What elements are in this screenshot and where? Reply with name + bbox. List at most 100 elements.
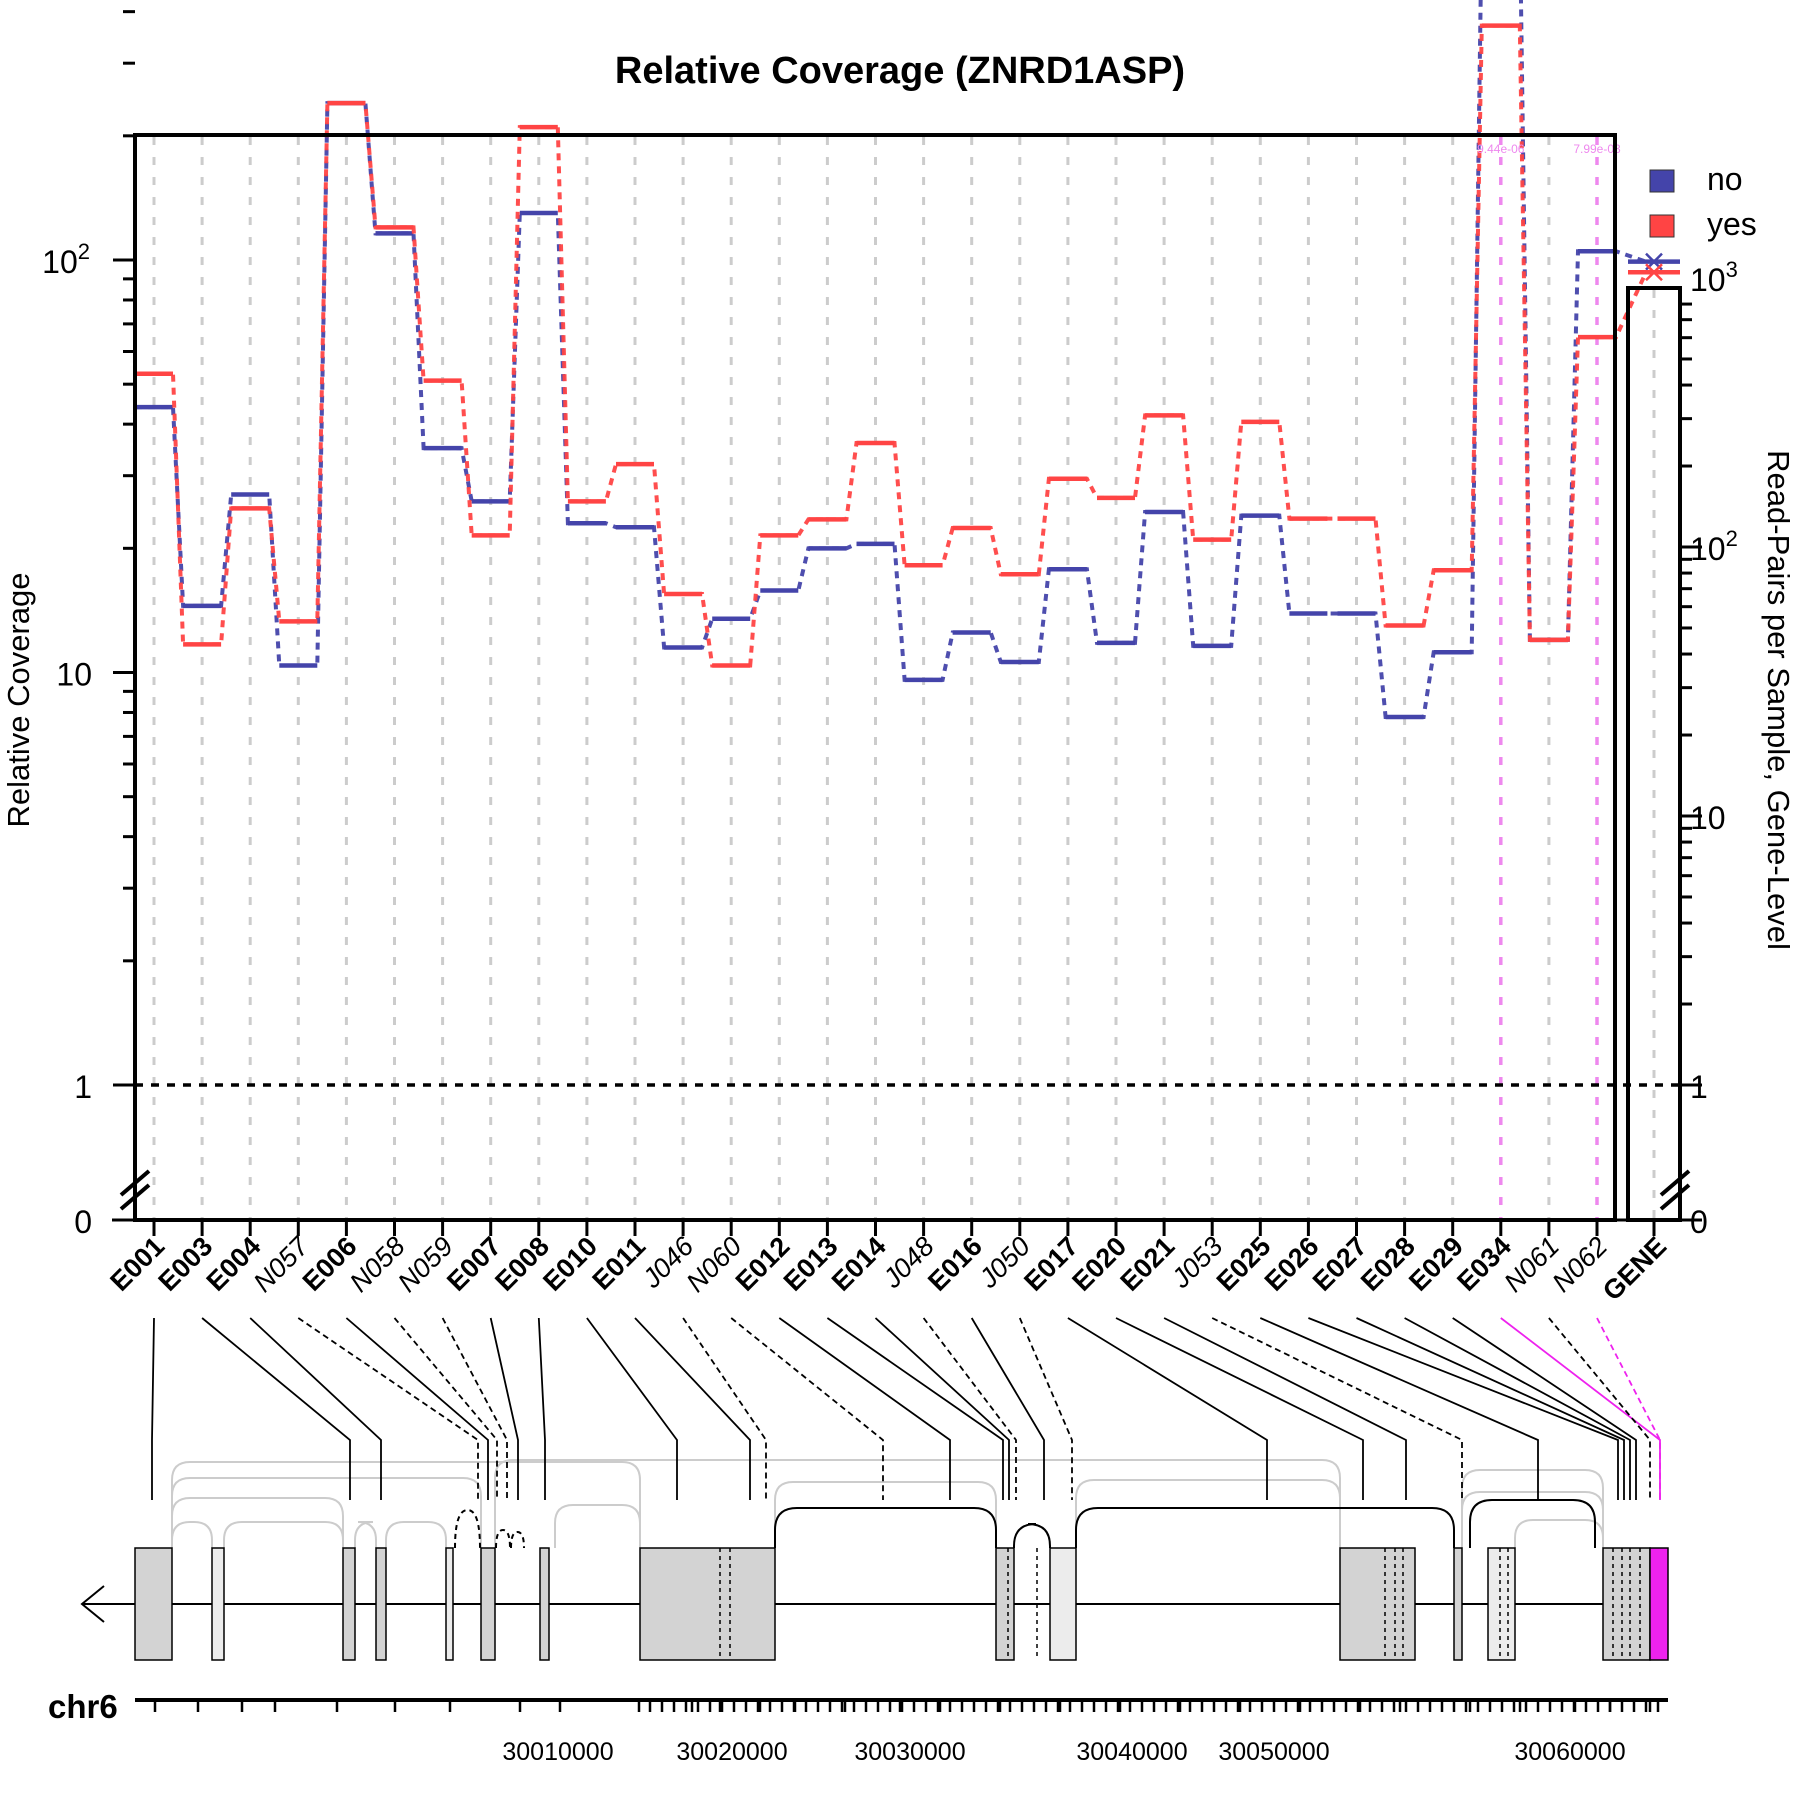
feature-label-n061: N061 — [1498, 1231, 1565, 1298]
series-lines: 9.44e-06 7.99e-03 — [135, 0, 1680, 720]
novel-arc — [454, 1508, 481, 1549]
y2-tick-label: 102 — [1690, 526, 1738, 567]
connector-e012 — [778, 1317, 951, 1500]
feature-labels: E001E003E004N057E006N058N059E007E008E010… — [104, 1218, 1680, 1306]
connector-e025 — [1259, 1317, 1539, 1500]
legend-swatch-yes — [1649, 214, 1675, 238]
feature-label-e004: E004 — [201, 1231, 267, 1297]
splice-arc — [385, 1521, 447, 1548]
chart-title: Relative Coverage (ZNRD1ASP) — [615, 50, 1185, 92]
gene-model: 30010000 30020000 30030000 30040000 30050000… — [48, 1317, 1669, 1766]
feature-label-e006: E006 — [297, 1231, 363, 1297]
axis-break — [1659, 1169, 1691, 1197]
feature-label-e017: E017 — [1018, 1231, 1084, 1297]
series-no — [135, 0, 1680, 720]
connector-e017 — [1067, 1317, 1268, 1500]
feature-label-e003: E003 — [153, 1231, 219, 1297]
exon-block — [375, 1547, 387, 1661]
feature-label-n059: N059 — [392, 1231, 459, 1298]
feature-label-e011: E011 — [586, 1231, 651, 1296]
feature-label-e007: E007 — [441, 1231, 507, 1297]
connector-n057 — [297, 1317, 479, 1500]
feature-label-e020: E020 — [1066, 1231, 1132, 1297]
series-yes — [135, 23, 1680, 668]
legend-swatch-no — [1649, 169, 1675, 193]
feature-label-gene: GENE — [1597, 1231, 1672, 1306]
y-tick-label: 0 — [74, 1204, 92, 1240]
series-line-yes — [135, 23, 1662, 668]
connector-e013 — [826, 1317, 1004, 1500]
pvalue-n062: 7.99e-03 — [1573, 142, 1621, 156]
connector-e004 — [249, 1317, 382, 1500]
feature-gridlines — [152, 137, 1656, 1218]
exon-block — [445, 1547, 454, 1661]
feature-label-e010: E010 — [537, 1231, 603, 1297]
connector-e016 — [970, 1317, 1045, 1500]
splice-arc-feature — [1013, 1523, 1051, 1548]
exon-block — [480, 1547, 496, 1661]
feature-label-n058: N058 — [344, 1231, 411, 1298]
y2-axis-title: Read-Pairs per Sample, Gene-Level — [1761, 450, 1796, 950]
connector-e026 — [1308, 1317, 1619, 1500]
genome-tick-label: 30040000 — [1076, 1738, 1187, 1766]
splice-arc — [171, 1477, 482, 1548]
y-axis-title: Relative Coverage — [1, 572, 36, 827]
splice-arc — [171, 1521, 213, 1548]
legend[interactable]: no yes — [1649, 161, 1757, 242]
connector-e010 — [586, 1317, 678, 1500]
splice-arc — [774, 1481, 997, 1548]
splice-arc — [1461, 1469, 1604, 1548]
connector-n060 — [730, 1317, 884, 1500]
feature-label-e029: E029 — [1403, 1231, 1469, 1297]
legend-label-yes: yes — [1707, 206, 1757, 242]
novel-arc — [510, 1530, 525, 1549]
feature-label-e013: E013 — [778, 1231, 844, 1297]
feature-label-e008: E008 — [489, 1231, 555, 1297]
y-tick-label: 10 — [56, 657, 92, 693]
splice-arc — [1514, 1519, 1604, 1548]
genome-tick-label: 30020000 — [676, 1738, 787, 1766]
axis-break — [119, 1169, 151, 1197]
splice-arc — [494, 1459, 1341, 1548]
connector-e020 — [1115, 1317, 1364, 1500]
connector-e029 — [1452, 1317, 1637, 1500]
novel-arc — [495, 1528, 511, 1549]
axis-break — [1659, 1183, 1691, 1211]
exon-block — [1487, 1547, 1516, 1661]
splice-arc — [1075, 1479, 1341, 1548]
y2-axis: 0 1 10 102 103 — [1680, 257, 1738, 1240]
genome-tick-label: 30050000 — [1218, 1738, 1329, 1766]
splice-arc-feature — [774, 1507, 997, 1548]
y2-tick-label: 10 — [1690, 800, 1726, 836]
connector-j050 — [1018, 1317, 1073, 1500]
feature-label-e016: E016 — [922, 1231, 988, 1297]
feature-label-e034: E034 — [1451, 1231, 1517, 1297]
feature-label-e027: E027 — [1307, 1231, 1373, 1297]
genome-tick-label: 30010000 — [502, 1738, 613, 1766]
connector-e001 — [151, 1317, 155, 1500]
splice-arc-feature — [1075, 1507, 1455, 1548]
feature-label-e001: E001 — [104, 1231, 170, 1297]
exon-block — [1602, 1547, 1651, 1661]
exon-block — [1453, 1547, 1463, 1661]
feature-label-n060: N060 — [681, 1231, 748, 1298]
splice-arc — [554, 1504, 641, 1548]
feature-label-e025: E025 — [1211, 1231, 1277, 1297]
exon-block — [639, 1547, 776, 1661]
exon-block-significant — [1649, 1547, 1669, 1661]
connector-e027 — [1356, 1317, 1625, 1500]
chrom-label: chr6 — [48, 1688, 118, 1725]
exon-block — [1049, 1547, 1077, 1661]
genome-tick-label: 30060000 — [1514, 1738, 1625, 1766]
exon-block — [134, 1547, 173, 1661]
connector-j048 — [922, 1317, 1017, 1500]
connector-j053 — [1211, 1317, 1463, 1500]
feature-label-e021: E021 — [1115, 1231, 1181, 1297]
exon-block — [342, 1547, 356, 1661]
strand-arrow-icon — [80, 1585, 105, 1623]
connector-n059 — [441, 1317, 508, 1500]
connector-e021 — [1163, 1317, 1407, 1500]
splice-arc — [354, 1521, 377, 1548]
